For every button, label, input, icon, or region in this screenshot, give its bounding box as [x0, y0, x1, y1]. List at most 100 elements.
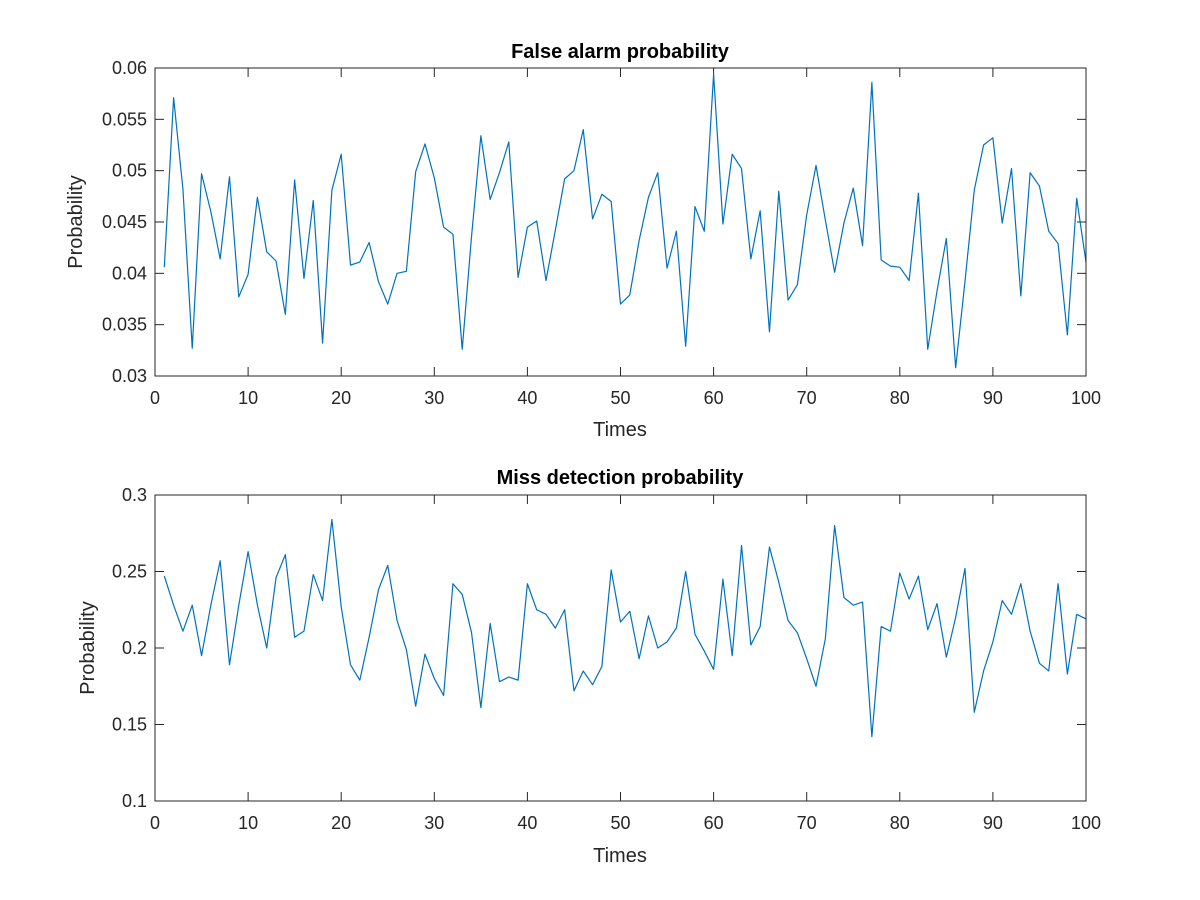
data-point — [209, 210, 212, 213]
y-axis-label: Probability — [65, 175, 87, 268]
axis-ticks: 0 10 20 30 40 50 60 70 80 90 100 0.03 0.035 0.04 0.045… — [102, 58, 1101, 408]
data-point — [936, 289, 939, 292]
data-point — [209, 604, 212, 607]
x-tick-label: 90 — [983, 388, 1003, 408]
y-tick-label: 0.3 — [122, 485, 147, 505]
data-point — [451, 582, 454, 585]
data-point — [666, 267, 669, 270]
data-point — [172, 96, 175, 99]
data-point — [712, 73, 715, 76]
series-line — [163, 518, 1087, 738]
data-point — [870, 81, 873, 84]
data-point — [610, 568, 613, 571]
data-point — [349, 663, 352, 666]
x-tick-label: 0 — [150, 813, 160, 833]
data-point — [507, 140, 510, 143]
data-point — [675, 230, 678, 233]
x-tick-label: 70 — [797, 813, 817, 833]
data-point — [228, 663, 231, 666]
data-point — [470, 235, 473, 238]
data-point — [535, 608, 538, 611]
data-point — [898, 572, 901, 575]
data-point — [647, 614, 650, 617]
data-point — [405, 648, 408, 651]
data-point — [293, 636, 296, 639]
data-point — [219, 559, 222, 562]
x-tick-label: 80 — [890, 813, 910, 833]
data-point — [293, 178, 296, 181]
data-point — [572, 689, 575, 692]
data-point — [200, 654, 203, 657]
data-point — [526, 582, 529, 585]
data-point — [526, 226, 529, 229]
chart-title: Miss detection probability — [497, 467, 745, 489]
data-point — [284, 553, 287, 556]
data-point — [684, 345, 687, 348]
data-point — [1019, 294, 1022, 297]
data-point — [740, 544, 743, 547]
x-tick-label: 100 — [1071, 813, 1101, 833]
data-point — [414, 705, 417, 708]
data-point — [982, 669, 985, 672]
data-point — [414, 170, 417, 173]
data-point — [1066, 333, 1069, 336]
data-point — [349, 264, 352, 267]
data-point — [1001, 222, 1004, 225]
data-point — [749, 257, 752, 260]
data-point — [870, 735, 873, 738]
x-tick-label: 90 — [983, 813, 1003, 833]
data-point — [498, 171, 501, 174]
data-point — [191, 347, 194, 350]
data-point — [368, 241, 371, 244]
data-point — [936, 602, 939, 605]
data-point — [275, 576, 278, 579]
data-point — [973, 711, 976, 714]
data-point — [1019, 582, 1022, 585]
data-point — [600, 193, 603, 196]
data-point — [917, 192, 920, 195]
data-point — [768, 546, 771, 549]
miss-detection-subplot: Miss detection probability Times Probabi… — [77, 467, 1101, 867]
data-point — [945, 237, 948, 240]
data-point — [302, 630, 305, 633]
data-point — [386, 303, 389, 306]
data-point — [265, 250, 268, 253]
data-point — [1047, 669, 1050, 672]
y-tick-label: 0.035 — [102, 315, 147, 335]
data-point — [1075, 197, 1078, 200]
data-point — [666, 640, 669, 643]
data-point — [237, 295, 240, 298]
data-point — [582, 128, 585, 131]
data-point — [321, 342, 324, 345]
data-point — [517, 276, 520, 279]
data-point — [312, 573, 315, 576]
data-point — [777, 581, 780, 584]
data-point — [805, 213, 808, 216]
x-tick-label: 40 — [517, 388, 537, 408]
y-tick-label: 0.04 — [112, 263, 147, 283]
data-point — [396, 619, 399, 622]
x-tick-label: 50 — [610, 388, 630, 408]
data-point — [703, 650, 706, 653]
data-point — [712, 668, 715, 671]
data-point — [442, 226, 445, 229]
plot-series — [163, 73, 1087, 369]
data-point — [842, 222, 845, 225]
data-point — [163, 266, 166, 269]
data-point — [703, 230, 706, 233]
x-axis-label: Times — [593, 419, 647, 441]
y-tick-label: 0.2 — [122, 638, 147, 658]
data-point — [423, 142, 426, 145]
data-point — [889, 630, 892, 633]
data-point — [861, 601, 864, 604]
x-tick-label: 20 — [331, 813, 351, 833]
data-point — [898, 266, 901, 269]
data-point — [228, 175, 231, 178]
data-point — [693, 633, 696, 636]
data-point — [1010, 167, 1013, 170]
series-line — [163, 73, 1087, 369]
data-point — [619, 303, 622, 306]
data-point — [638, 239, 641, 242]
data-point — [489, 198, 492, 201]
data-point — [628, 293, 631, 296]
